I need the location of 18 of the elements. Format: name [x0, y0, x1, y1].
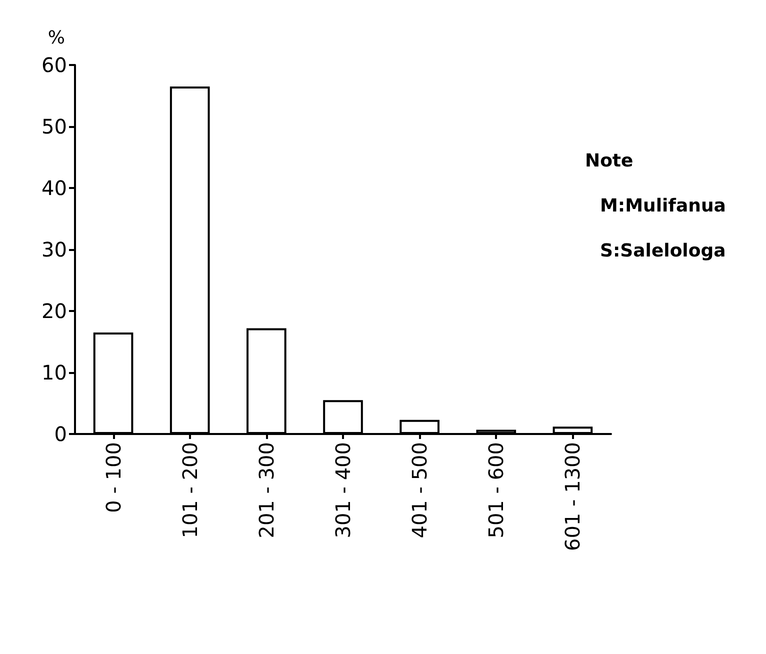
x-tick-label: 401 - 500 — [408, 442, 432, 538]
y-tick-label: 0 — [54, 422, 67, 446]
x-tick-label: 0 - 100 — [101, 442, 126, 513]
y-tick-label: 50 — [42, 114, 67, 138]
x-tick-label: 301 - 400 — [331, 442, 355, 538]
y-tick-label: 30 — [42, 238, 67, 262]
x-tick-label: 101 - 200 — [178, 442, 202, 538]
y-tick-label: 20 — [42, 299, 67, 323]
y-axis-title: % — [48, 28, 65, 48]
x-tick-label: 601 - 1300 — [560, 442, 585, 552]
y-tick-label: 60 — [42, 53, 67, 77]
y-tick-label: 10 — [42, 360, 67, 384]
annotation: Note — [585, 150, 634, 172]
x-tick-label: 201 - 300 — [254, 442, 278, 538]
x-tick-label: 501 - 600 — [484, 442, 508, 538]
annotation: M:Mulifanua — [600, 196, 726, 216]
y-tick-label: 40 — [42, 176, 67, 200]
annotation: S:Salelologa — [600, 240, 726, 262]
